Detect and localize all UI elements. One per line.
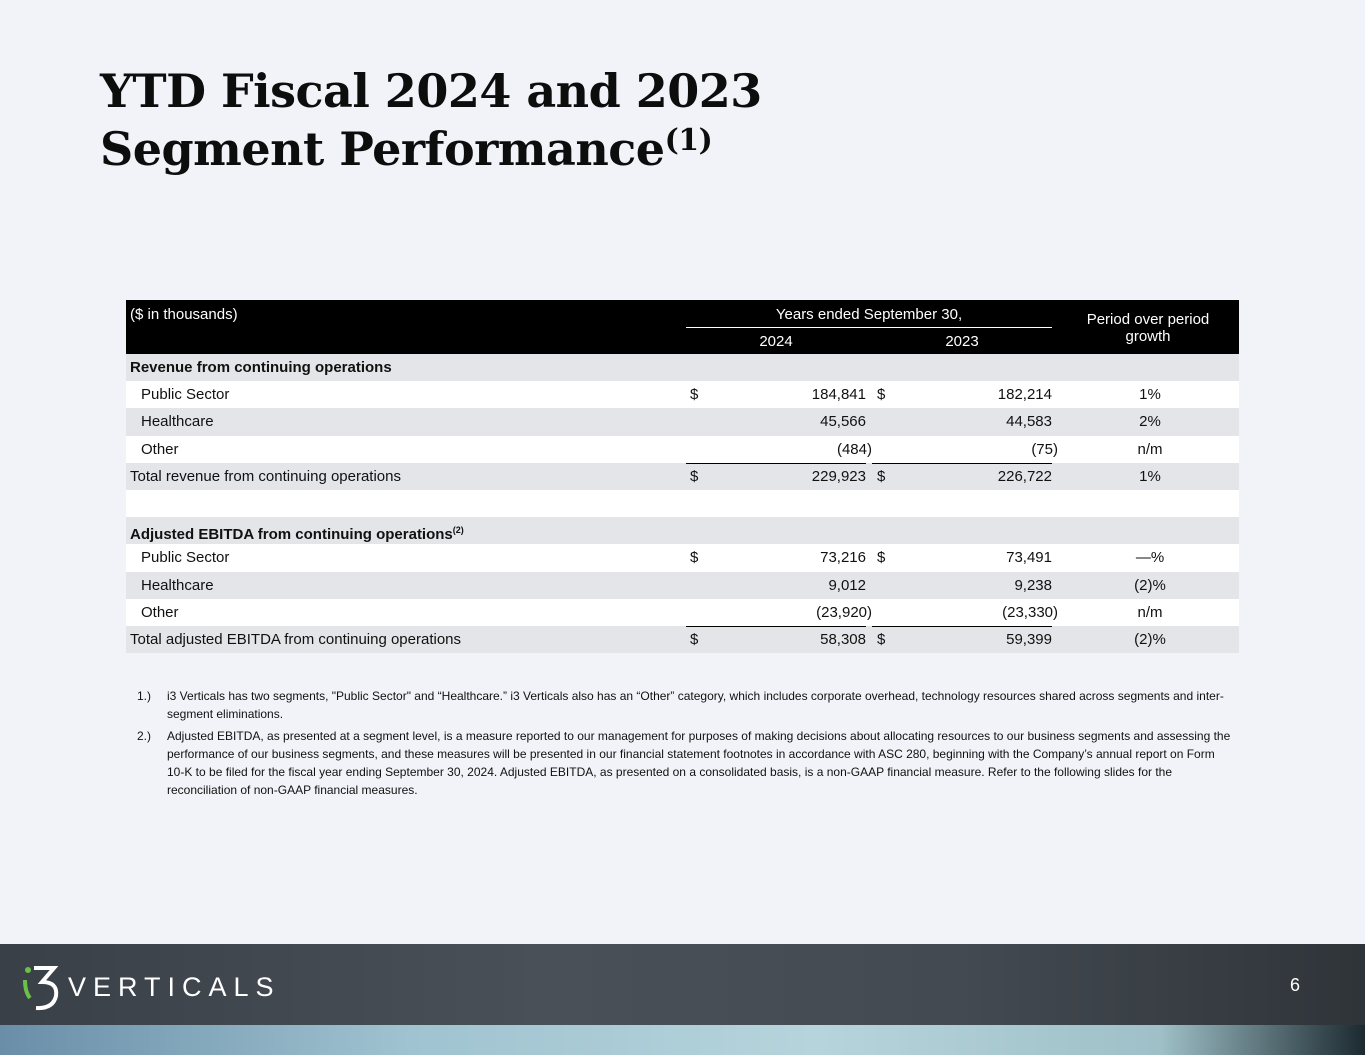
dollar-sign-2023: $ [877,467,886,485]
growth-value: 1% [1139,386,1161,404]
spacer-row [126,489,1239,518]
dollar-sign-2024: $ [690,467,699,485]
row-label: Healthcare [141,576,214,594]
table-row: Healthcare 9,012 9,238 (2)% [126,571,1239,599]
value-2023: 226,722 [997,467,1052,485]
total-rule [872,625,1052,627]
footnote-number: 1.) [137,689,152,703]
value-2024: (23,920) [816,603,872,621]
value-2023: (23,330) [1002,603,1058,621]
col-2023-header: 2023 [945,333,979,350]
growth-value: —% [1135,549,1165,567]
title-line-2: Segment Performance [100,122,665,176]
table-body: Revenue from continuing operations Public… [126,354,1239,654]
dollar-sign-2023: $ [877,386,886,404]
table-row: Public Sector $73,216 $73,491 —% [126,544,1239,572]
value-2023: 182,214 [997,386,1052,404]
row-label-wrap: Adjusted EBITDA from continuing operatio… [130,517,464,548]
total-rule [686,625,866,627]
value-2023: (75) [1031,440,1058,458]
years-header: Years ended September 30, [686,306,1052,328]
title-line-2-wrap: Segment Performance(1) [100,120,762,178]
total-rule [686,462,866,464]
table-row: Healthcare 45,566 44,583 2% [126,408,1239,436]
page-number: 6 [1290,975,1301,995]
footnote-ref: (2) [452,525,464,536]
value-2024: (484) [836,440,872,458]
table-row: Other (23,920) (23,330) n/m [126,598,1239,626]
footer-bar [0,944,1365,1025]
row-label: Public Sector [141,549,230,567]
growth-value: (2)% [1134,630,1166,648]
growth-value: 1% [1139,467,1161,485]
value-2024: 184,841 [811,386,866,404]
row-label: Total adjusted EBITDA from continuing op… [130,630,462,648]
footer-image-strip [0,1025,1365,1055]
value-2024: 9,012 [828,576,866,594]
table-row: Public Sector $184,841 $182,214 1% [126,381,1239,409]
row-label: Public Sector [141,386,230,404]
value-2023: 59,399 [1006,630,1052,648]
value-2024: 73,216 [820,549,866,567]
footnote: 2.) Adjusted EBITDA, as presented at a se… [137,727,1232,799]
col-2024-header: 2024 [759,333,793,350]
i3-verticals-logo: VERTICALS [22,962,281,1012]
footnote: 1.) i3 Verticals has two segments, "Publi… [137,687,1232,723]
value-2024: 45,566 [820,413,866,431]
section-row: Revenue from continuing operations [126,354,1239,382]
dollar-sign-2023: $ [877,549,886,567]
growth-value: n/m [1137,603,1163,621]
units-label: ($ in thousands) [130,306,238,323]
row-label: Healthcare [141,413,214,431]
logo-text: VERTICALS [68,971,281,1002]
footnote-text: Adjusted EBITDA, as presented at a segme… [167,729,1231,797]
value-2024: 229,923 [811,467,866,485]
footnote-number: 2.) [137,729,152,743]
total-row: Total adjusted EBITDA from continuing op… [126,625,1239,654]
row-label: Other [141,440,179,458]
title-line-1: YTD Fiscal 2024 and 2023 [100,64,762,118]
dollar-sign-2024: $ [690,630,699,648]
page-title: YTD Fiscal 2024 and 2023 Segment Perform… [100,62,762,178]
growth-value: (2)% [1134,576,1166,594]
value-2024: 58,308 [820,630,866,648]
growth-value: n/m [1137,440,1163,458]
value-2023: 44,583 [1006,413,1052,431]
table-row: Other (484) (75) n/m [126,435,1239,463]
i3-logo-icon [23,966,59,1011]
title-footnote-ref: (1) [664,123,713,158]
row-label: Total revenue from continuing operations [130,467,401,485]
dollar-sign-2024: $ [690,386,699,404]
growth-header: Period over period growth [1086,311,1210,345]
total-rule [872,462,1052,464]
footnote-text: i3 Verticals has two segments, "Public S… [167,689,1224,721]
row-label: Revenue from continuing operations [130,359,392,376]
dollar-sign-2023: $ [877,630,886,648]
growth-value: 2% [1139,413,1161,431]
footnotes: 1.) i3 Verticals has two segments, "Publi… [137,687,1232,803]
dollar-sign-2024: $ [690,549,699,567]
value-2023: 9,238 [1014,576,1052,594]
segment-performance-table: ($ in thousands) Years ended September 3… [126,300,1239,654]
table-header: ($ in thousands) Years ended September 3… [126,300,1239,354]
row-label: Adjusted EBITDA from continuing operatio… [130,526,453,544]
section-row: Adjusted EBITDA from continuing operatio… [126,517,1239,545]
value-2023: 73,491 [1006,549,1052,567]
total-row: Total revenue from continuing operations… [126,462,1239,490]
row-label: Other [141,603,179,621]
